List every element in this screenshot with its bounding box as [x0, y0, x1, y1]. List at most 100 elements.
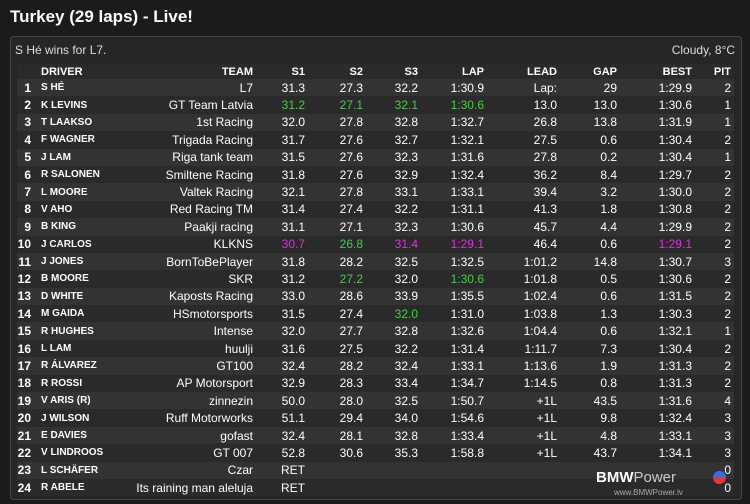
table-row[interactable]: 18 R ROSSI AP Motorsport 32.9 28.3 33.4 1:34.7…	[17, 374, 734, 393]
cell-sector2: 28.2	[308, 252, 366, 271]
table-row[interactable]: 21 E DAVIES gofast 32.4 28.1 32.8 1:33.4 +1L 4.8…	[17, 426, 734, 445]
table-row[interactable]: 13 D WHITE Kaposts Racing 33.0 28.6 33.9 1:35.…	[17, 287, 734, 306]
cell-lead: Lap:	[487, 79, 560, 97]
cell-sector2: 28.2	[308, 357, 366, 375]
cell-sector2: 27.4	[308, 200, 366, 219]
cell-sector3: 32.9	[366, 165, 421, 184]
cell-sector2: 27.1	[308, 218, 366, 236]
cell-position: 5	[17, 148, 37, 166]
table-row[interactable]: 17 R ÁLVAREZ GT100 32.4 28.2 32.4 1:33.1 1:13.6…	[17, 357, 734, 375]
cell-sector1: 32.4	[257, 426, 308, 445]
cell-lap-time: 1:30.9	[421, 79, 487, 97]
cell-gap: 13.8	[560, 113, 620, 132]
cell-team: Paakji racing	[129, 218, 257, 236]
col-best[interactable]: BEST	[620, 64, 695, 79]
cell-lead: 1:04.4	[487, 322, 560, 340]
col-lead[interactable]: LEAD	[487, 64, 560, 79]
latvia-flag-icon	[713, 471, 726, 484]
cell-best-lap: 1:32.1	[620, 322, 695, 340]
cell-lap-time: 1:34.7	[421, 374, 487, 393]
cell-sector2: 27.6	[308, 148, 366, 166]
cell-lead	[487, 478, 560, 497]
cell-sector3: 33.9	[366, 287, 421, 306]
table-row[interactable]: 15 R HUGHES Intense 32.0 27.7 32.8 1:32.6 1:04.…	[17, 322, 734, 340]
cell-sector3: 32.8	[366, 113, 421, 132]
cell-position: 16	[17, 339, 37, 358]
table-row[interactable]: 16 L LAM huulji 31.6 27.5 32.2 1:31.4 1:11.7 7.3…	[17, 339, 734, 358]
cell-pit-stops: 2	[695, 235, 734, 253]
cell-best-lap: 1:30.6	[620, 96, 695, 114]
page-title: Turkey (29 laps) - Live!	[10, 7, 193, 26]
cell-pit-stops: 2	[695, 270, 734, 288]
cell-sector2: 27.4	[308, 305, 366, 323]
col-gap[interactable]: GAP	[560, 64, 620, 79]
cell-sector1: RET	[257, 478, 308, 497]
cell-driver: R HUGHES	[37, 322, 129, 340]
cell-pit-stops: 1	[695, 113, 734, 132]
col-driver[interactable]: DRIVER	[37, 64, 129, 79]
cell-gap: 13.0	[560, 96, 620, 114]
cell-gap: 43.5	[560, 392, 620, 410]
cell-team: zinnezin	[129, 392, 257, 410]
standings-table: DRIVER TEAM S1 S2 S3 LAP LEAD GAP BEST P…	[17, 64, 734, 497]
timing-panel: S Hé wins for L7. Cloudy, 8°C DRIVER TEA…	[10, 36, 742, 500]
cell-lap-time: 1:33.4	[421, 426, 487, 445]
col-s2[interactable]: S2	[308, 64, 366, 79]
cell-sector3: 32.8	[366, 322, 421, 340]
table-row[interactable]: 24 R ABELE Its raining man aleluja RET 0	[17, 478, 734, 497]
table-row[interactable]: 14 M GAIDA HSmotorsports 31.5 27.4 32.0 1:31.0…	[17, 305, 734, 323]
cell-team: huulji	[129, 339, 257, 358]
table-row[interactable]: 22 V LINDROOS GT 007 52.8 30.6 35.3 1:58.8 +1L 4…	[17, 444, 734, 462]
table-row[interactable]: 12 B MOORE SKR 31.2 27.2 32.0 1:30.6 1:01.8 0.5 1…	[17, 270, 734, 288]
cell-gap: 7.3	[560, 339, 620, 358]
table-row[interactable]: 20 J WILSON Ruff Motorworks 51.1 29.4 34.0 1:5…	[17, 409, 734, 427]
cell-driver: R ÁLVAREZ	[37, 357, 129, 375]
cell-driver: S HÉ	[37, 79, 129, 97]
table-row[interactable]: 19 V ARIS (R) zinnezin 50.0 28.0 32.5 1:50.7 +1…	[17, 392, 734, 410]
cell-sector1: 31.5	[257, 305, 308, 323]
cell-team: AP Motorsport	[129, 374, 257, 393]
cell-sector2	[308, 478, 366, 497]
cell-sector2: 27.8	[308, 183, 366, 201]
cell-position: 4	[17, 131, 37, 149]
cell-team: HSmotorsports	[129, 305, 257, 323]
cell-lap-time: 1:33.1	[421, 357, 487, 375]
cell-driver: R ROSSI	[37, 374, 129, 393]
cell-driver: R ABELE	[37, 478, 129, 497]
cell-lead: 39.4	[487, 183, 560, 201]
cell-best-lap: 1:31.6	[620, 392, 695, 410]
cell-lead: 1:01.8	[487, 270, 560, 288]
col-pos	[17, 64, 37, 79]
cell-driver: F WAGNER	[37, 131, 129, 149]
cell-team: KLKNS	[129, 235, 257, 253]
col-team[interactable]: TEAM	[129, 64, 257, 79]
cell-sector3: 32.7	[366, 131, 421, 149]
col-lap[interactable]: LAP	[421, 64, 487, 79]
cell-best-lap: 1:30.4	[620, 148, 695, 166]
table-row[interactable]: 10 J CARLOS KLKNS 30.7 26.8 31.4 1:29.1 46.4 0.6…	[17, 235, 734, 253]
col-s1[interactable]: S1	[257, 64, 308, 79]
cell-team: Valtek Racing	[129, 183, 257, 201]
cell-sector2: 30.6	[308, 444, 366, 462]
cell-pit-stops: 1	[695, 96, 734, 114]
cell-position: 15	[17, 322, 37, 340]
col-s3[interactable]: S3	[366, 64, 421, 79]
cell-sector2: 27.6	[308, 165, 366, 184]
cell-gap: 29	[560, 79, 620, 97]
table-row[interactable]: 11 J JONES BornToBePlayer 31.8 28.2 32.5 1:32.…	[17, 252, 734, 271]
cell-position: 13	[17, 287, 37, 306]
table-row[interactable]: 23 L SCHÄFER Czar RET 0	[17, 461, 734, 479]
cell-pit-stops: 3	[695, 252, 734, 271]
cell-sector1: 32.0	[257, 322, 308, 340]
col-pit[interactable]: PIT	[695, 64, 734, 79]
cell-sector1: 30.7	[257, 235, 308, 253]
